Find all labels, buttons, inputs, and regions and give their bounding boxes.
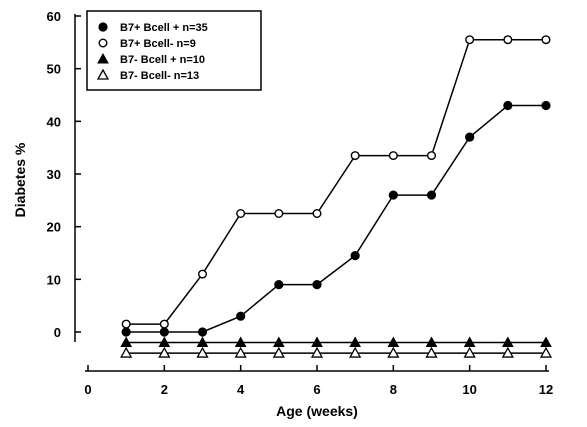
data-point	[121, 319, 131, 329]
legend-marker	[98, 22, 108, 32]
series-2	[121, 35, 551, 329]
legend: B7+ Bcell + n=35 B7+ Bcell- n=9 B7- Bcell …	[86, 10, 262, 91]
data-point	[274, 280, 284, 290]
series-3	[120, 336, 552, 348]
data-point	[234, 346, 247, 358]
data-point	[501, 346, 514, 358]
x-tick-label: 6	[313, 382, 320, 397]
data-point	[427, 151, 437, 161]
data-point	[236, 311, 246, 321]
data-point	[120, 346, 133, 358]
data-point	[425, 336, 438, 348]
data-point	[426, 190, 437, 200]
x-axis-title: Age (weeks)	[276, 403, 358, 419]
series-4	[120, 346, 553, 358]
data-point	[541, 100, 551, 111]
data-point	[463, 346, 476, 358]
data-point	[465, 35, 475, 45]
legend-box	[86, 10, 262, 91]
series-1	[121, 100, 551, 337]
data-point	[312, 280, 322, 290]
data-point	[387, 346, 400, 358]
data-point	[350, 151, 360, 161]
data-point	[158, 336, 171, 348]
data-point	[159, 319, 169, 329]
axes: 0 10 20 30 40 50 60 0 2 4 6 8 10 12	[47, 9, 554, 397]
data-point	[465, 132, 475, 142]
data-point	[388, 151, 398, 161]
data-point	[196, 336, 209, 348]
series-layer	[120, 35, 553, 358]
series-line	[126, 38, 546, 325]
legend-label: B7- Bcell + n=10	[120, 54, 205, 66]
y-tick-label: 40	[47, 114, 61, 129]
data-point	[159, 327, 169, 337]
legend-marker	[98, 38, 108, 48]
data-point	[501, 336, 514, 348]
data-point	[121, 327, 131, 337]
legend-label: B7- Bcell- n=13	[120, 70, 199, 82]
data-point	[312, 208, 322, 218]
data-point	[540, 336, 552, 348]
x-tick-label: 10	[462, 382, 476, 397]
data-point	[234, 336, 247, 348]
data-point	[388, 190, 398, 200]
y-axis-title: Diabetes %	[12, 142, 28, 217]
data-point	[197, 269, 207, 279]
data-point	[503, 35, 513, 45]
data-point	[272, 346, 285, 358]
data-point	[311, 336, 323, 348]
series-line	[126, 104, 546, 333]
data-point	[541, 35, 551, 45]
legend-marker	[96, 68, 110, 80]
data-point	[503, 100, 513, 111]
y-tick-label: 60	[47, 9, 61, 24]
data-point	[349, 346, 362, 358]
y-tick-label: 0	[54, 325, 61, 340]
y-tick-label: 50	[47, 62, 61, 77]
legend-label: B7+ Bcell + n=35	[120, 22, 208, 34]
data-point	[120, 336, 133, 348]
data-point	[539, 346, 553, 358]
data-point	[196, 346, 209, 358]
y-tick-label: 20	[47, 220, 61, 235]
data-point	[274, 208, 284, 218]
data-point	[236, 208, 246, 218]
x-tick-label: 8	[390, 382, 397, 397]
data-point	[387, 336, 400, 348]
data-point	[158, 346, 171, 358]
data-point	[350, 251, 360, 261]
x-tick-label: 0	[84, 382, 91, 397]
data-point	[349, 336, 362, 348]
legend-label: B7+ Bcell- n=9	[120, 38, 196, 50]
data-point	[197, 327, 208, 337]
data-point	[310, 346, 324, 358]
x-tick-label: 12	[539, 382, 553, 397]
y-tick-label: 10	[47, 272, 61, 287]
y-tick-label: 30	[47, 167, 61, 182]
x-tick-label: 4	[237, 382, 245, 397]
data-point	[425, 346, 438, 358]
x-tick-label: 2	[161, 382, 168, 397]
data-point	[272, 336, 285, 348]
legend-marker	[97, 52, 109, 64]
data-point	[463, 336, 476, 348]
